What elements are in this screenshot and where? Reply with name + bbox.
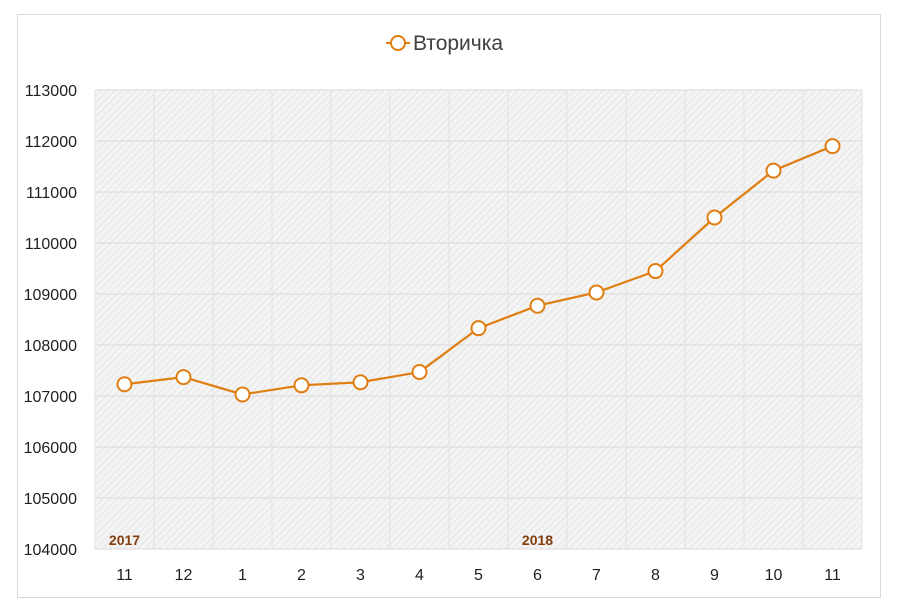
y-tick-label: 105000: [24, 491, 77, 508]
data-point: [411, 364, 428, 381]
gridlines: [94, 89, 863, 550]
x-tick-label: 1: [238, 567, 247, 584]
data-point: [529, 297, 546, 314]
y-tick-label: 111000: [26, 185, 77, 202]
x-tick-label: 4: [415, 567, 424, 584]
data-point: [706, 209, 723, 226]
y-tick-label: 108000: [24, 338, 77, 355]
x-tick-label: 3: [356, 567, 365, 584]
y-axis-tick-labels: 104000 105000 106000 107000 108000 109000 1100…: [24, 83, 77, 559]
x-tick-label: 7: [592, 567, 601, 584]
data-point: [234, 386, 251, 403]
y-tick-label: 104000: [24, 542, 77, 559]
year-label: 2017: [109, 532, 140, 548]
legend: Вторичка: [386, 32, 503, 55]
data-point: [352, 374, 369, 391]
x-axis-tick-labels: 11 12 1 2 3 4 5 6 7 8 9 10 11: [116, 567, 841, 584]
x-tick-label: 5: [474, 567, 483, 584]
data-point: [588, 284, 605, 301]
data-point: [765, 162, 782, 179]
year-labels: 2017 2018: [109, 532, 553, 548]
x-tick-label: 12: [175, 567, 193, 584]
x-tick-label: 9: [710, 567, 719, 584]
legend-label: Вторичка: [413, 32, 503, 55]
plot-area: [95, 90, 862, 549]
x-tick-label: 6: [533, 567, 542, 584]
x-tick-label: 11: [116, 567, 133, 584]
legend-marker-swatch: [390, 35, 406, 51]
x-tick-label: 2: [297, 567, 306, 584]
y-tick-label: 109000: [24, 287, 77, 304]
data-point: [175, 369, 192, 386]
data-point: [824, 138, 841, 155]
data-point: [116, 376, 133, 393]
series-vtorichka: [116, 138, 841, 403]
y-tick-label: 107000: [24, 389, 77, 406]
data-point: [470, 320, 487, 337]
x-tick-label: 11: [824, 567, 841, 584]
x-tick-label: 10: [765, 567, 783, 584]
y-tick-label: 106000: [24, 440, 77, 457]
data-point: [647, 263, 664, 280]
year-label: 2018: [522, 532, 553, 548]
y-tick-label: 110000: [25, 236, 77, 253]
data-point: [293, 377, 310, 394]
x-tick-label: 8: [651, 567, 660, 584]
y-tick-label: 113000: [25, 83, 77, 100]
y-tick-label: 112000: [25, 134, 77, 151]
